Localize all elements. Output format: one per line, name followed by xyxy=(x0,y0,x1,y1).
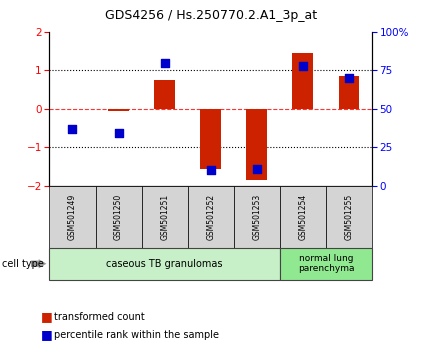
Text: caseous TB granulomas: caseous TB granulomas xyxy=(106,259,223,269)
Point xyxy=(207,168,214,173)
Text: GSM501253: GSM501253 xyxy=(252,194,261,240)
Text: normal lung
parenchyma: normal lung parenchyma xyxy=(298,254,354,273)
Text: ■: ■ xyxy=(41,310,52,323)
Point xyxy=(69,126,76,132)
Bar xyxy=(338,76,359,109)
Bar xyxy=(200,109,221,169)
Text: GSM501255: GSM501255 xyxy=(344,194,353,240)
Text: GDS4256 / Hs.250770.2.A1_3p_at: GDS4256 / Hs.250770.2.A1_3p_at xyxy=(104,9,317,22)
Point xyxy=(115,131,122,136)
Text: GSM501249: GSM501249 xyxy=(68,194,77,240)
Text: GSM501250: GSM501250 xyxy=(114,194,123,240)
Point xyxy=(161,60,168,65)
Bar xyxy=(108,109,129,111)
Text: GSM501254: GSM501254 xyxy=(298,194,307,240)
Point xyxy=(299,63,306,69)
Text: GSM501252: GSM501252 xyxy=(206,194,215,240)
Text: percentile rank within the sample: percentile rank within the sample xyxy=(54,330,219,339)
Text: cell type: cell type xyxy=(2,259,44,269)
Text: ■: ■ xyxy=(41,328,52,341)
Text: transformed count: transformed count xyxy=(54,312,144,322)
Point xyxy=(345,75,352,81)
Text: GSM501251: GSM501251 xyxy=(160,194,169,240)
Bar xyxy=(154,80,175,109)
Point xyxy=(253,166,260,172)
Bar xyxy=(292,53,313,109)
Bar xyxy=(246,109,267,180)
